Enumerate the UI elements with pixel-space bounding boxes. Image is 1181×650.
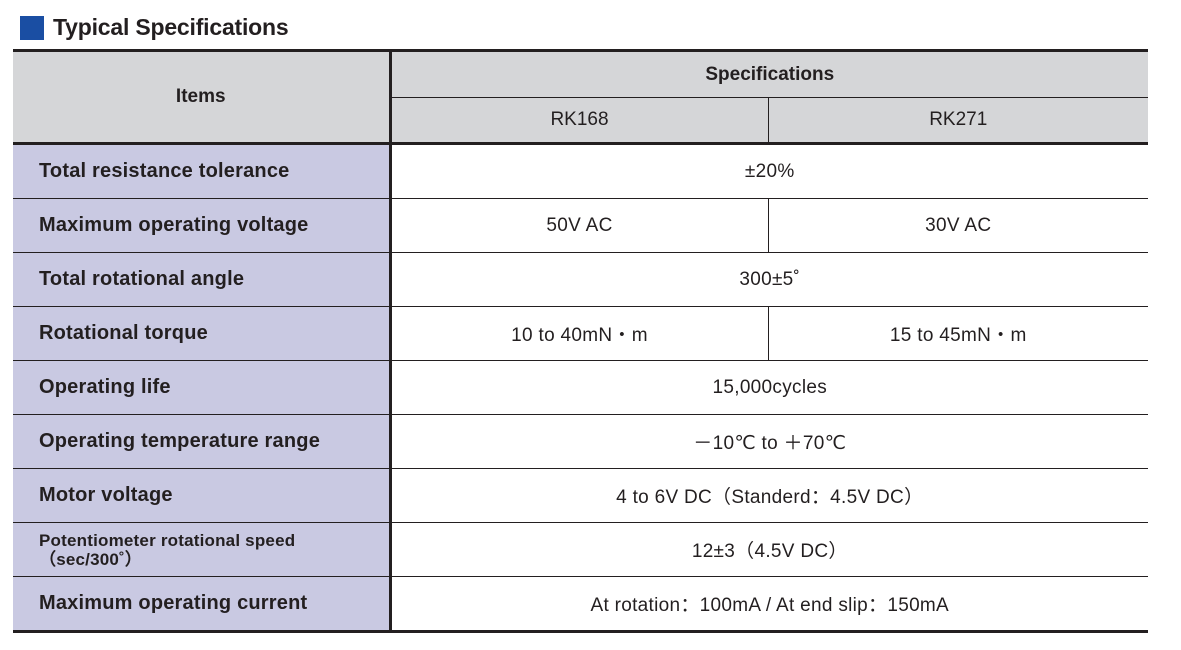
- section-title: Typical Specifications: [20, 14, 289, 41]
- row-value: 4 to 6V DC（Standerd：4.5V DC）: [390, 468, 1149, 523]
- row-label-note: （sec/300˚）: [39, 549, 143, 569]
- row-value: －10℃ to ＋70℃: [390, 414, 1149, 469]
- row-value: 300±5˚: [390, 252, 1149, 307]
- row-label: Maximum operating voltage: [13, 198, 392, 253]
- row-value-rk271: 15 to 45mN・m: [768, 306, 1149, 361]
- table-row: Potentiometer rotational speed （sec/300˚）…: [13, 522, 1149, 577]
- row-value: 12±3（4.5V DC）: [390, 522, 1149, 577]
- table-row: Total resistance tolerance ±20%: [13, 143, 1149, 199]
- header-model-rk168: RK168: [390, 97, 769, 145]
- header-model-rk271: RK271: [768, 97, 1149, 145]
- specifications-table: Items Specifications RK168 RK271 Total r…: [13, 49, 1149, 633]
- row-label: Total rotational angle: [13, 252, 392, 307]
- header-items: Items: [13, 50, 392, 145]
- row-label: Operating life: [13, 360, 392, 415]
- row-label-main: Potentiometer rotational speed: [39, 530, 296, 550]
- row-value: ±20%: [390, 143, 1149, 199]
- title-square-icon: [20, 15, 44, 40]
- row-label: Operating temperature range: [13, 414, 392, 469]
- row-label: Potentiometer rotational speed （sec/300˚）: [13, 522, 392, 577]
- row-value: At rotation：100mA / At end slip：150mA: [390, 576, 1149, 632]
- title-text: Typical Specifications: [53, 14, 289, 40]
- table-row: Total rotational angle 300±5˚: [13, 252, 1149, 307]
- row-value-rk168: 10 to 40mN・m: [390, 306, 769, 361]
- table-row: Operating temperature range －10℃ to ＋70℃: [13, 414, 1149, 469]
- row-value-rk271: 30V AC: [768, 198, 1149, 253]
- table-row: Maximum operating voltage 50V AC 30V AC: [13, 198, 1149, 253]
- table-row: Motor voltage 4 to 6V DC（Standerd：4.5V D…: [13, 468, 1149, 523]
- row-label: Rotational torque: [13, 306, 392, 361]
- header-specifications: Specifications: [390, 50, 1149, 98]
- row-label: Maximum operating current: [13, 576, 392, 632]
- row-label: Total resistance tolerance: [13, 143, 392, 199]
- row-label: Motor voltage: [13, 468, 392, 523]
- table-row: Rotational torque 10 to 40mN・m 15 to 45m…: [13, 306, 1149, 361]
- row-value: 15,000cycles: [390, 360, 1149, 415]
- row-value-rk168: 50V AC: [390, 198, 769, 253]
- table-row: Maximum operating current At rotation：10…: [13, 576, 1149, 632]
- table-row: Operating life 15,000cycles: [13, 360, 1149, 415]
